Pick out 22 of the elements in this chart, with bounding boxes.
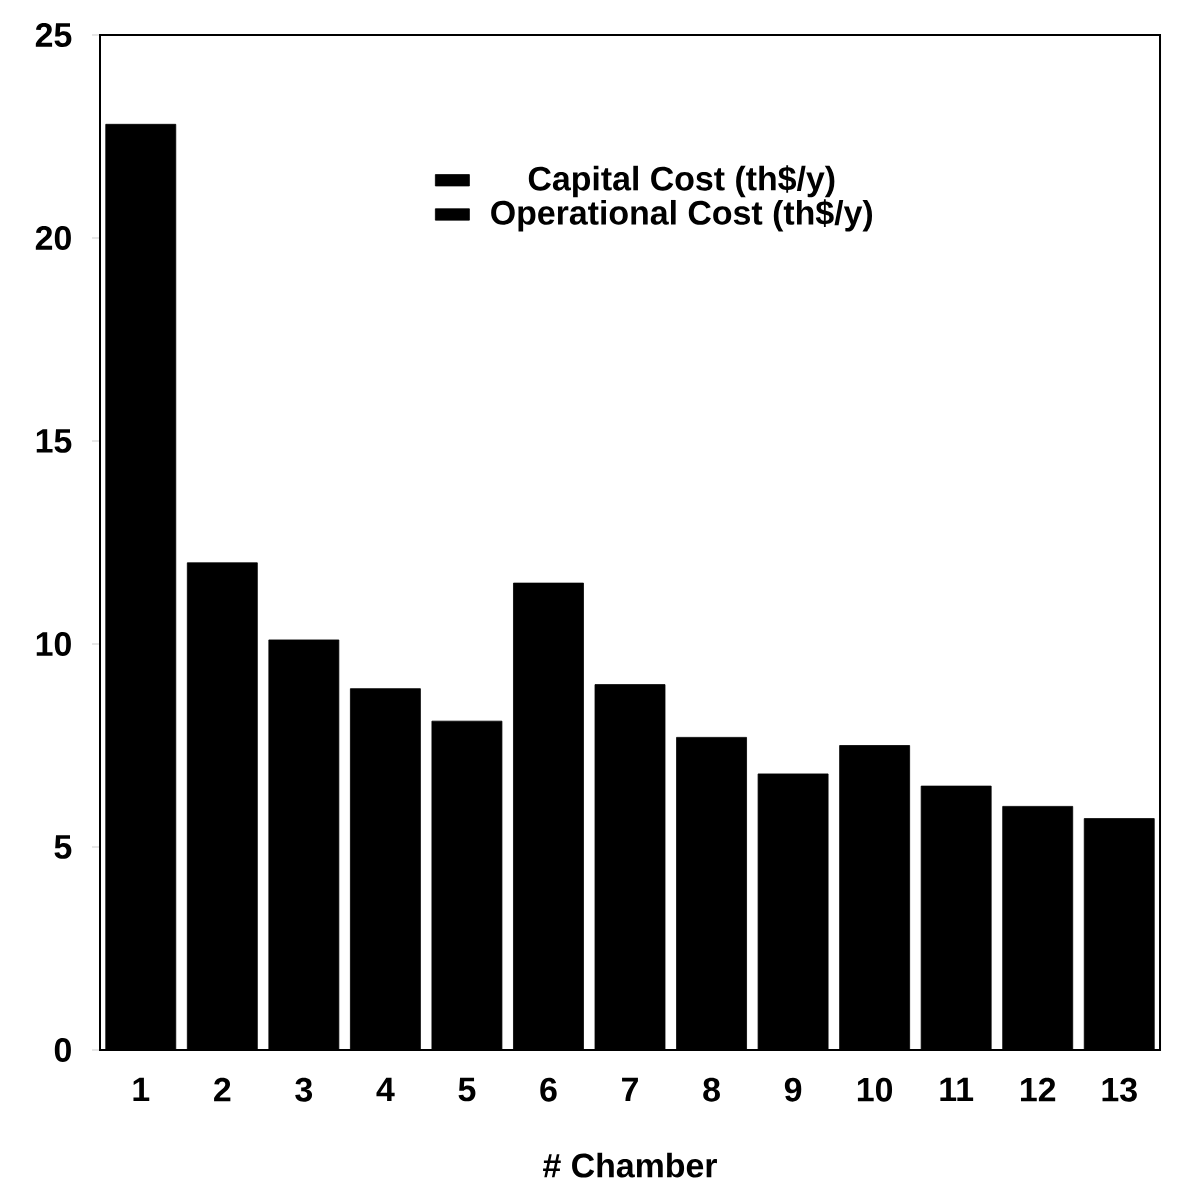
x-tick-label: 4 xyxy=(376,1077,395,1101)
legend-label: Capital Cost (th$/y) xyxy=(528,165,835,198)
y-tick-label: 0 xyxy=(54,1038,71,1062)
y-tick-label: 10 xyxy=(36,632,71,656)
x-tick-label: 13 xyxy=(1102,1077,1137,1102)
y-tick-label: 20 xyxy=(35,226,71,250)
y-tick-label: 5 xyxy=(54,835,72,859)
x-tick-label: 6 xyxy=(540,1077,557,1102)
legend-label: Operational Cost (th$/y) xyxy=(491,199,873,232)
x-tick-label: 8 xyxy=(703,1077,720,1102)
x-tick-label: 12 xyxy=(1020,1077,1056,1102)
x-axis-title: # Chamber xyxy=(543,1152,717,1178)
x-tick-label: 7 xyxy=(622,1077,638,1101)
x-tick-label: 11 xyxy=(940,1077,974,1101)
x-tick-label: 1 xyxy=(133,1077,150,1101)
x-tick-label: 2 xyxy=(214,1077,231,1102)
y-tick-label: 15 xyxy=(36,429,72,453)
x-tick-label: 9 xyxy=(784,1077,802,1102)
x-tick-label: 3 xyxy=(295,1077,313,1102)
x-tick-label: 5 xyxy=(458,1077,476,1102)
y-tick-label: 25 xyxy=(35,23,72,47)
x-tick-label: 10 xyxy=(857,1077,893,1102)
